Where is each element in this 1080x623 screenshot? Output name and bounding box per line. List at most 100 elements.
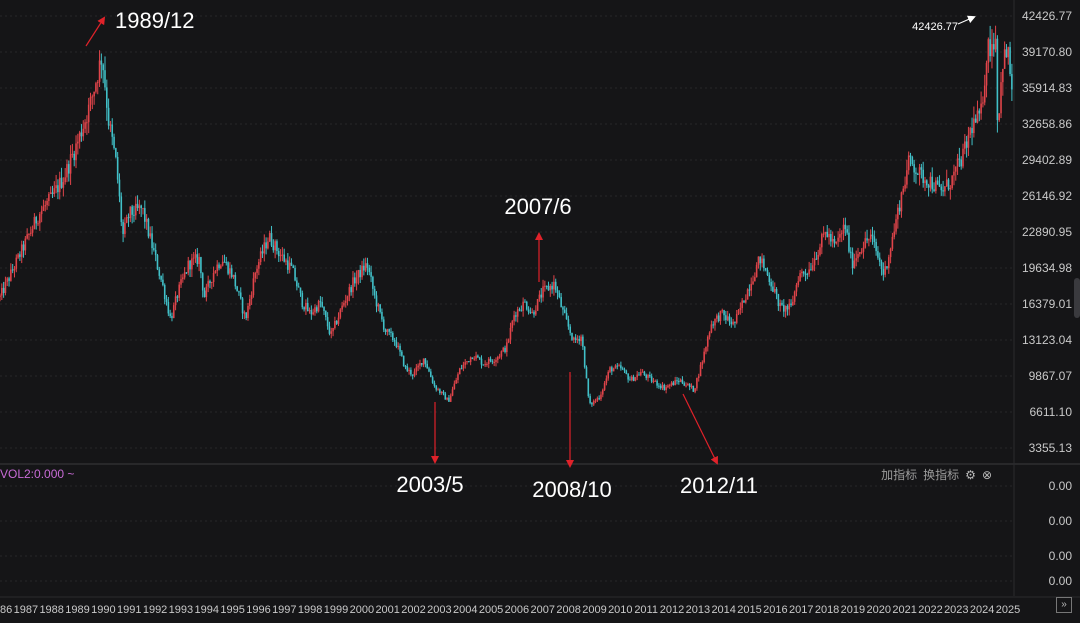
candle-body — [221, 261, 224, 266]
switch-indicator-button[interactable]: 换指标 — [923, 468, 960, 482]
candle-body — [134, 203, 137, 216]
y-tick-label: 19634.98 — [1022, 261, 1072, 275]
candle-body — [154, 249, 157, 256]
candle-body — [808, 269, 810, 275]
candle-body — [509, 327, 512, 340]
candle-body — [40, 210, 43, 215]
candle-body — [942, 190, 944, 192]
candle-body — [848, 232, 850, 252]
candle-body — [393, 340, 396, 342]
candle-body — [699, 364, 702, 377]
candle-body — [115, 148, 117, 157]
candle-body — [341, 305, 343, 310]
candle-body — [837, 237, 839, 242]
candle-body — [815, 258, 818, 260]
annotation-label: 2008/10 — [532, 477, 612, 502]
candle-body — [209, 281, 211, 284]
scrollbar-handle[interactable] — [1074, 278, 1080, 318]
candle-body — [491, 361, 494, 363]
candle-body — [721, 310, 724, 312]
candle-body — [643, 371, 646, 376]
candle-body — [743, 300, 745, 303]
candle-body — [198, 257, 200, 264]
candle-body — [120, 196, 123, 223]
candle-body — [277, 251, 280, 257]
candle-body — [601, 389, 604, 395]
candle-body — [402, 355, 405, 367]
candle-body — [468, 361, 470, 363]
candle-body — [408, 369, 410, 371]
candle-body — [229, 268, 231, 274]
candle-body — [276, 241, 278, 252]
candle-body — [223, 261, 226, 263]
candle-body — [446, 397, 448, 400]
candle-body — [712, 324, 715, 326]
candle-body — [578, 338, 581, 342]
gear-icon[interactable]: ⚙ — [965, 467, 976, 482]
candle-body — [51, 192, 54, 194]
close-icon[interactable]: ⊗ — [981, 467, 992, 482]
candle-body — [880, 261, 883, 270]
candle-body — [755, 264, 758, 278]
candle-body — [330, 331, 333, 334]
candle-body — [916, 173, 919, 175]
candle-body — [569, 326, 571, 333]
candle-body — [176, 296, 179, 298]
candle-body — [545, 285, 548, 287]
candle-body — [911, 157, 914, 165]
y-tick-label: 13123.04 — [1022, 333, 1072, 347]
candle-body — [991, 44, 993, 57]
candle-body — [160, 275, 162, 280]
chevron-right-icon[interactable]: » — [1056, 597, 1072, 613]
candle-body — [328, 326, 331, 334]
candle-body — [797, 281, 800, 285]
candle-body — [739, 308, 742, 310]
candle-body — [717, 315, 720, 322]
candle-body — [522, 301, 524, 311]
candle-body — [332, 327, 334, 332]
candle-body — [335, 320, 338, 324]
candle-body — [305, 302, 307, 310]
candle-body — [596, 398, 599, 401]
candle-body — [674, 380, 676, 386]
candle-body — [638, 374, 640, 376]
add-indicator-button[interactable]: 加指标 — [881, 468, 918, 482]
candle-body — [600, 394, 602, 400]
candle-body — [958, 158, 961, 160]
candle-body — [678, 381, 680, 383]
candle-body — [308, 310, 311, 312]
x-tick-label: 2024 — [970, 604, 994, 616]
x-tick-label: 1998 — [298, 604, 322, 616]
annotation-arrow — [85, 16, 106, 47]
candle-body — [220, 265, 222, 269]
candle-body — [267, 241, 269, 249]
candle-body — [663, 385, 666, 391]
candle-body — [782, 304, 785, 312]
volume-tick-label: 0.00 — [1049, 549, 1073, 563]
candle-body — [337, 317, 340, 324]
candle-body — [933, 189, 935, 191]
candle-body — [544, 285, 546, 287]
candle-body — [687, 383, 689, 386]
candle-body — [57, 185, 59, 193]
candle-body — [623, 369, 626, 371]
candle-body — [819, 247, 821, 255]
candle-body — [862, 247, 865, 252]
candle-body — [547, 285, 550, 291]
candle-body — [886, 266, 888, 269]
candle-body — [453, 383, 456, 390]
candlestick-series — [0, 25, 1013, 407]
candle-body — [971, 128, 973, 134]
candle-body — [589, 396, 591, 403]
candle-body — [379, 304, 381, 312]
candle-body — [786, 305, 789, 310]
candle-body — [788, 303, 791, 310]
candle-body — [346, 296, 349, 301]
x-tick-label: 1989 — [65, 604, 89, 616]
candle-body — [1007, 47, 1010, 58]
y-tick-label: 35914.83 — [1022, 81, 1072, 95]
candle-body — [399, 345, 401, 352]
candle-body — [303, 307, 305, 310]
candle-body — [144, 208, 146, 222]
